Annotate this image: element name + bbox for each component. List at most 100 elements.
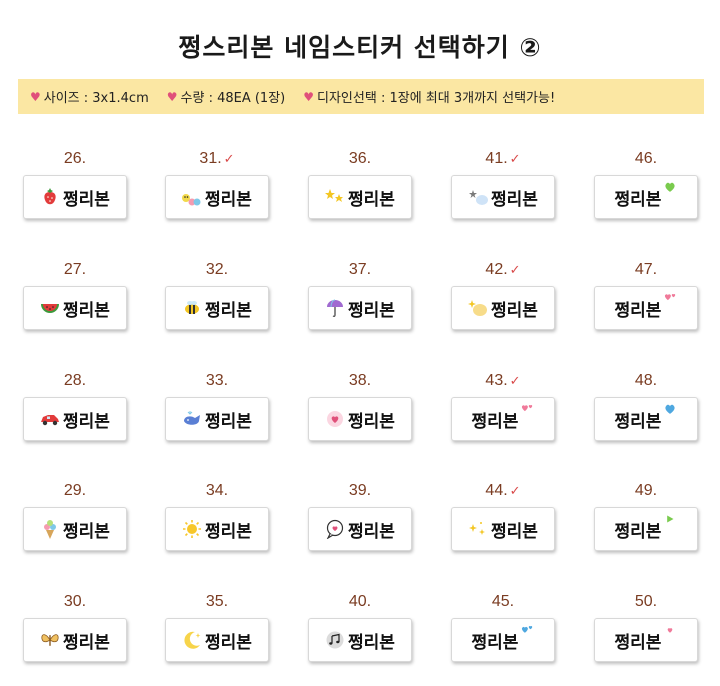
sticker-option[interactable]: 34. 쩡리본 [162,482,272,574]
blue-heart-icon [663,402,677,416]
name-sticker[interactable]: 쩡리본 [165,507,269,551]
sparkles-icon [468,519,488,539]
heart-icon: ♥ [166,89,178,104]
name-sticker[interactable]: 쩡리본 [23,397,127,441]
sticker-option[interactable]: 30. 쩡리본 [20,593,130,685]
name-sticker[interactable]: 쩡리본 [165,175,269,219]
sticker-number: 35. [162,593,272,611]
sticker-option[interactable]: 26. 쩡리본 [20,150,130,242]
sticker-option[interactable]: 27. 쩡리본 [20,261,130,353]
sticker-number: 50. [591,593,701,611]
sticker-option[interactable]: 35. 쩡리본 [162,593,272,685]
sticker-name-text: 쩡리본 [348,521,395,542]
sticker-option[interactable]: 49. 쩡리본 [591,482,701,574]
sticker-option[interactable]: 36. 쩡리본 [305,150,415,242]
name-sticker[interactable]: 쩡리본 [23,175,127,219]
name-sticker[interactable]: 쩡리본 [451,397,555,441]
sticker-number-text: 47. [634,261,658,278]
name-sticker[interactable]: 쩡리본 [23,618,127,662]
sticker-option[interactable]: 39. 쩡리본 [305,482,415,574]
sticker-number-text: 43. [485,372,508,389]
sticker-option[interactable]: 50. 쩡리본 [591,593,701,685]
sticker-number-text: 33. [205,372,229,389]
sticker-number: 37. [305,261,415,279]
sticker-number-text: 48. [634,372,658,389]
sticker-name-text: 쩡리본 [614,411,662,432]
sticker-option[interactable]: 32. 쩡리본 [162,261,272,353]
sticker-name-text: 쩡리본 [348,632,395,653]
name-sticker[interactable]: 쩡리본 [23,507,127,551]
sticker-number-text: 44. [485,482,508,499]
watermelon-icon [40,298,60,318]
moon-icon [182,630,202,650]
name-sticker[interactable]: 쩡리본 [308,397,412,441]
heart-icon: ♥ [303,89,315,104]
info-quantity: ♥ 수량 : 48EA (1장) [166,87,286,107]
sticker-number: 26. [20,150,130,168]
info-size: ♥ 사이즈 : 3x1.4cm [30,87,149,107]
sticker-name-text: 쩡리본 [614,189,662,210]
ice-cream-icon [40,519,60,539]
name-sticker[interactable]: 쩡리본 [594,175,698,219]
sticker-number-text: 49. [634,482,658,499]
name-sticker[interactable]: 쩡리본 [451,618,555,662]
sticker-option[interactable]: 43. ✓ 쩡리본 [448,372,558,464]
sticker-number-text: 34. [205,482,229,499]
name-sticker[interactable]: 쩡리본 [451,286,555,330]
name-sticker[interactable]: 쩡리본 [308,507,412,551]
name-sticker[interactable]: 쩡리본 [165,618,269,662]
sticker-number: 28. [20,372,130,390]
sticker-option[interactable]: 31. ✓ 쩡리본 [162,150,272,242]
name-sticker[interactable]: 쩡리본 [594,286,698,330]
sticker-option[interactable]: 48. 쩡리본 [591,372,701,464]
name-sticker[interactable]: 쩡리본 [308,286,412,330]
sticker-option[interactable]: 45. 쩡리본 [448,593,558,685]
sticker-name-text: 쩡리본 [491,300,538,321]
sticker-option[interactable]: 28. 쩡리본 [20,372,130,464]
name-sticker[interactable]: 쩡리본 [165,397,269,441]
name-sticker[interactable]: 쩡리본 [308,618,412,662]
sticker-number-text: 46. [634,150,658,167]
check-mark-icon: ✓ [509,483,521,498]
sticker-option[interactable]: 47. 쩡리본 [591,261,701,353]
sticker-option[interactable]: 38. 쩡리본 [305,372,415,464]
sticker-number: 44. ✓ [448,482,558,500]
name-sticker[interactable]: 쩡리본 [308,175,412,219]
sticker-name-text: 쩡리본 [491,521,538,542]
sticker-number-text: 31. [199,150,222,167]
sticker-option[interactable]: 44. ✓ 쩡리본 [448,482,558,574]
sticker-name-text: 쩡리본 [63,411,110,432]
sticker-option[interactable]: 40. 쩡리본 [305,593,415,685]
name-sticker[interactable]: 쩡리본 [594,507,698,551]
page-title: 쩡스리본 네임스티커 선택하기 ② [178,33,542,62]
sticker-option[interactable]: 42. ✓ 쩡리본 [448,261,558,353]
sticker-number: 31. ✓ [162,150,272,168]
red-car-icon [40,409,60,429]
sticker-name-text: 쩡리본 [63,521,110,542]
sun-icon [182,519,202,539]
name-sticker[interactable]: 쩡리본 [451,175,555,219]
name-sticker[interactable]: 쩡리본 [451,507,555,551]
check-mark-icon: ✓ [509,151,521,166]
name-sticker[interactable]: 쩡리본 [165,286,269,330]
green-arrow-icon [663,512,677,526]
sticker-number: 27. [20,261,130,279]
sticker-number: 42. ✓ [448,261,558,279]
sticker-option[interactable]: 33. 쩡리본 [162,372,272,464]
name-sticker[interactable]: 쩡리본 [594,618,698,662]
sticker-number: 48. [591,372,701,390]
name-sticker[interactable]: 쩡리본 [594,397,698,441]
sticker-number-text: 36. [348,150,372,167]
sticker-option[interactable]: 29. 쩡리본 [20,482,130,574]
speech-heart-icon [325,519,345,539]
sticker-number: 41. ✓ [448,150,558,168]
pink-hearts-icon [520,402,534,416]
sticker-number: 40. [305,593,415,611]
sticker-option[interactable]: 41. ✓ 쩡리본 [448,150,558,242]
sticker-number: 32. [162,261,272,279]
sticker-option[interactable]: 37. 쩡리본 [305,261,415,353]
sticker-option[interactable]: 46. 쩡리본 [591,150,701,242]
sticker-number-text: 42. [485,261,508,278]
name-sticker[interactable]: 쩡리본 [23,286,127,330]
sticker-number: 47. [591,261,701,279]
